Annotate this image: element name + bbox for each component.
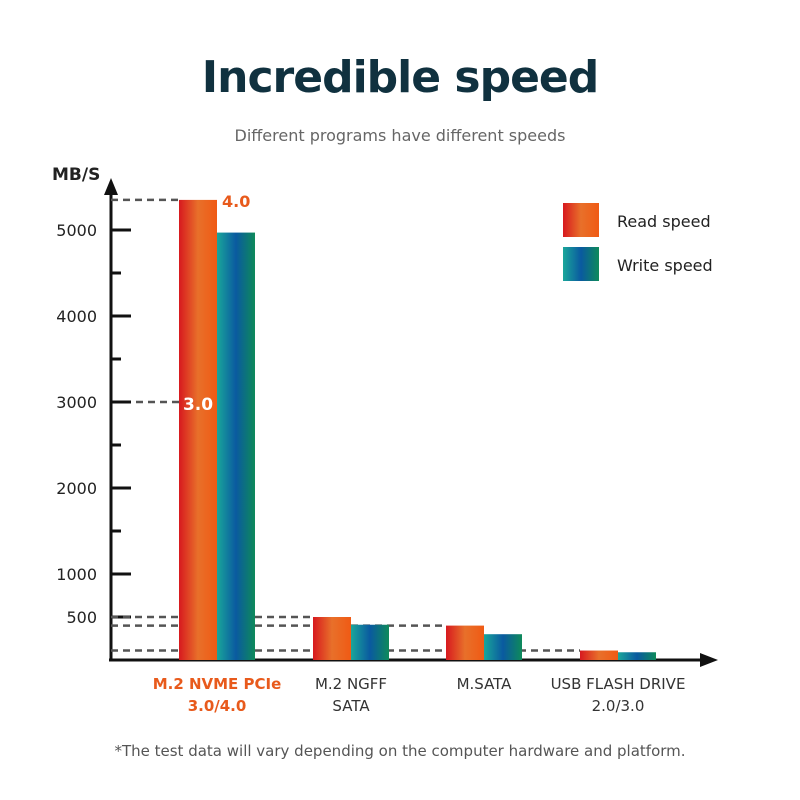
y-tick-label: 3000 [56,393,97,412]
bar-write-2 [484,634,522,660]
footnote: *The test data will vary depending on th… [114,742,686,760]
y-tick-label: 500 [66,608,97,627]
bar-write-3 [618,652,656,660]
bar-write-1 [351,624,389,660]
y-tick-label: 1000 [56,565,97,584]
bar-read-0 [179,199,217,660]
x-axis-arrow [700,653,718,667]
annotation-label: 4.0 [222,192,250,211]
page-subtitle: Different programs have different speeds [234,126,566,145]
bar-read-1 [313,617,351,660]
y-axis-arrow [104,178,118,195]
y-tick-label: 5000 [56,221,97,240]
bar-read-2 [446,625,484,660]
bar-write-0 [217,232,255,660]
legend-label: Write speed [617,256,713,275]
legend-label: Read speed [617,212,711,231]
legend-swatch [563,203,599,237]
category-label: 3.0/4.0 [188,697,247,715]
bar-read-3 [580,650,618,660]
y-tick-label: 4000 [56,307,97,326]
legend-swatch [563,247,599,281]
y-axis-label: MB/S [52,165,100,185]
page-title: Incredible speed [201,52,600,103]
category-label: SATA [332,697,370,715]
category-label: USB FLASH DRIVE [551,675,686,693]
y-tick-label: 2000 [56,479,97,498]
category-label: 2.0/3.0 [592,697,645,715]
category-label: M.2 NVME PCIe [153,675,282,693]
category-label: M.SATA [457,675,513,693]
annotation-label: 3.0 [183,395,213,415]
category-label: M.2 NGFF [315,675,387,693]
